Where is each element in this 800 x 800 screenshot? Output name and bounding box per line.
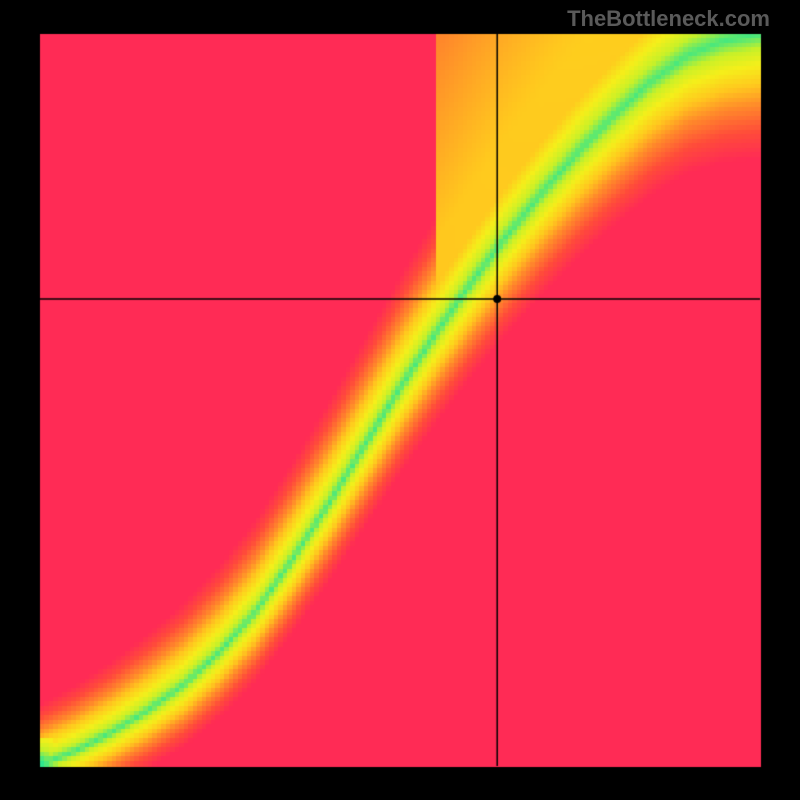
chart-container: TheBottleneck.com (0, 0, 800, 800)
bottleneck-heatmap (0, 0, 800, 800)
watermark-text: TheBottleneck.com (567, 6, 770, 32)
